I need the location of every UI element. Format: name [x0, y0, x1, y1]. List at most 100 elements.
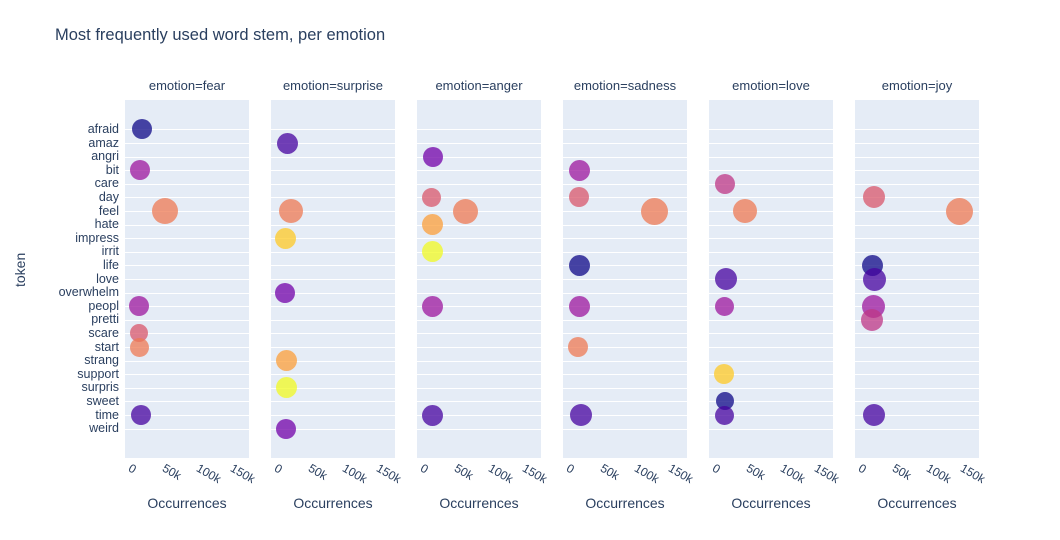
x-tick-label: 150k: [520, 461, 550, 487]
gridline: [271, 143, 395, 144]
scatter-point-love-time[interactable]: [715, 405, 735, 425]
plot-area-sadness[interactable]: [563, 100, 687, 458]
scatter-point-fear-bit[interactable]: [130, 160, 151, 181]
y-tick-label-strang: strang: [84, 353, 119, 368]
x-tick-label: 50k: [451, 461, 476, 483]
scatter-point-surprise-overwhelm[interactable]: [275, 282, 296, 303]
gridline: [709, 279, 833, 280]
plot-area-fear[interactable]: [125, 100, 249, 458]
scatter-point-love-care[interactable]: [714, 173, 735, 194]
gridline: [709, 360, 833, 362]
plot-area-anger[interactable]: [417, 100, 541, 458]
x-tick-label: 150k: [958, 461, 988, 487]
scatter-point-surprise-amaz[interactable]: [276, 132, 298, 154]
gridline: [271, 292, 395, 294]
scatter-point-sadness-start[interactable]: [568, 337, 589, 357]
gridline: [417, 251, 541, 253]
scatter-point-anger-feel[interactable]: [453, 198, 479, 224]
scatter-point-sadness-time[interactable]: [569, 404, 592, 426]
chart-title: Most frequently used word stem, per emot…: [55, 26, 386, 44]
scatter-point-fear-afraid[interactable]: [132, 119, 153, 140]
scatter-point-fear-feel[interactable]: [152, 198, 179, 224]
scatter-point-anger-hate[interactable]: [421, 214, 443, 236]
scatter-point-anger-time[interactable]: [422, 404, 444, 426]
scatter-point-sadness-feel[interactable]: [641, 197, 669, 225]
gridline: [125, 183, 249, 185]
scatter-point-joy-love[interactable]: [862, 267, 886, 291]
scatter-point-sadness-life[interactable]: [568, 254, 590, 276]
scatter-point-joy-day[interactable]: [862, 186, 885, 209]
gridline: [855, 143, 979, 144]
gridline: [417, 387, 541, 389]
scatter-point-anger-peopl[interactable]: [421, 295, 443, 317]
gridline: [855, 183, 979, 185]
scatter-point-anger-day[interactable]: [421, 187, 441, 207]
x-axis-title-love: Occurrences: [731, 495, 811, 511]
gridline: [709, 428, 833, 430]
gridline: [271, 360, 395, 362]
gridline: [563, 265, 687, 267]
x-tick-label: 100k: [778, 461, 808, 487]
scatter-point-love-love[interactable]: [715, 268, 738, 290]
x-tick-label: 0: [417, 461, 431, 477]
gridline: [125, 251, 249, 253]
gridline: [417, 360, 541, 362]
gridline: [709, 129, 833, 131]
scatter-point-fear-peopl[interactable]: [129, 296, 150, 317]
gridline: [417, 279, 541, 280]
gridline: [709, 387, 833, 389]
gridline: [563, 401, 687, 403]
scatter-point-fear-time[interactable]: [130, 405, 151, 425]
scatter-point-sadness-bit[interactable]: [568, 159, 590, 181]
scatter-point-anger-angri[interactable]: [423, 146, 444, 167]
y-tick-label-irrit: irrit: [101, 244, 119, 259]
y-tick-label-love: love: [96, 271, 119, 286]
y-tick-label-overwhelm: overwhelm: [58, 285, 119, 300]
gridline: [709, 319, 833, 321]
gridline: [855, 238, 979, 240]
scatter-point-fear-start[interactable]: [129, 337, 149, 357]
gridline: [563, 333, 687, 335]
plot-area-love[interactable]: [709, 100, 833, 458]
scatter-point-surprise-weird[interactable]: [276, 418, 297, 439]
gridline: [125, 211, 249, 212]
gridline: [417, 347, 541, 348]
gridline: [709, 197, 833, 199]
scatter-point-surprise-strang[interactable]: [275, 350, 297, 372]
gridline: [271, 129, 395, 131]
gridline: [855, 319, 979, 321]
scatter-point-surprise-feel[interactable]: [278, 199, 303, 223]
scatter-point-sadness-day[interactable]: [569, 187, 590, 208]
gridline: [709, 170, 833, 172]
scatter-point-love-peopl[interactable]: [714, 296, 734, 316]
x-tick-label: 0: [563, 461, 577, 477]
gridline: [563, 224, 687, 226]
scatter-point-surprise-surpris[interactable]: [275, 377, 297, 399]
gridline: [563, 279, 687, 280]
gridline: [855, 265, 979, 267]
scatter-point-joy-pretti[interactable]: [861, 308, 884, 331]
x-axis-title-anger: Occurrences: [439, 495, 519, 511]
gridline: [417, 265, 541, 267]
scatter-point-joy-feel[interactable]: [945, 197, 973, 225]
scatter-point-love-support[interactable]: [714, 364, 735, 385]
gridline: [271, 387, 395, 389]
scatter-point-anger-irrit[interactable]: [422, 241, 444, 263]
y-tick-label-scare: scare: [88, 325, 119, 340]
gridline: [709, 238, 833, 240]
plot-area-joy[interactable]: [855, 100, 979, 458]
y-tick-label-angri: angri: [91, 149, 119, 164]
x-tick-label: 50k: [305, 461, 330, 483]
scatter-point-sadness-peopl[interactable]: [568, 295, 590, 317]
x-axis-title-surprise: Occurrences: [293, 495, 373, 511]
gridline: [563, 143, 687, 144]
y-tick-label-sweet: sweet: [86, 393, 119, 408]
scatter-point-surprise-impress[interactable]: [274, 227, 296, 249]
plot-area-surprise[interactable]: [271, 100, 395, 458]
gridline: [125, 306, 249, 308]
scatter-point-love-feel[interactable]: [732, 199, 757, 223]
x-tick-label: 0: [855, 461, 869, 477]
x-tick-label: 150k: [374, 461, 404, 487]
scatter-point-joy-time[interactable]: [862, 404, 885, 426]
